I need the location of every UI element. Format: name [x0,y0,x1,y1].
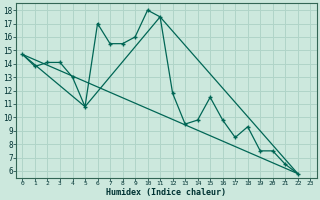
X-axis label: Humidex (Indice chaleur): Humidex (Indice chaleur) [106,188,226,197]
